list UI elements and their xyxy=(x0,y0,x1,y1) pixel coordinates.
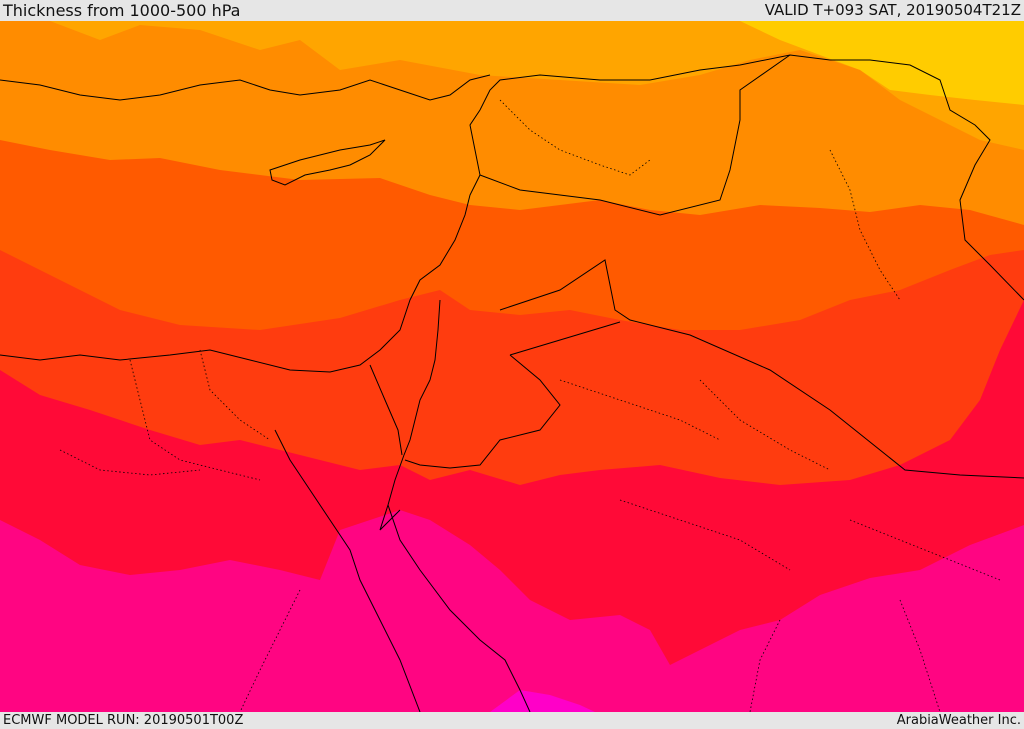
band-pink xyxy=(0,510,1024,712)
country-borders xyxy=(0,54,1024,712)
model-run: ECMWF MODEL RUN: 20190501T00Z xyxy=(3,713,244,728)
map-title: Thickness from 1000-500 hPa xyxy=(3,1,241,20)
credit: ArabiaWeather Inc. xyxy=(896,713,1021,728)
thickness-map xyxy=(0,21,1024,712)
band-yellow xyxy=(740,21,1024,105)
map-canvas xyxy=(0,21,1024,712)
band-magenta xyxy=(490,690,595,712)
province-borders xyxy=(59,99,1001,712)
footer-bar: ECMWF MODEL RUN: 20190501T00Z ArabiaWeat… xyxy=(0,712,1024,729)
valid-time: VALID T+093 SAT, 20190504T21Z xyxy=(764,1,1021,19)
header-bar: Thickness from 1000-500 hPa VALID T+093 … xyxy=(0,0,1024,21)
